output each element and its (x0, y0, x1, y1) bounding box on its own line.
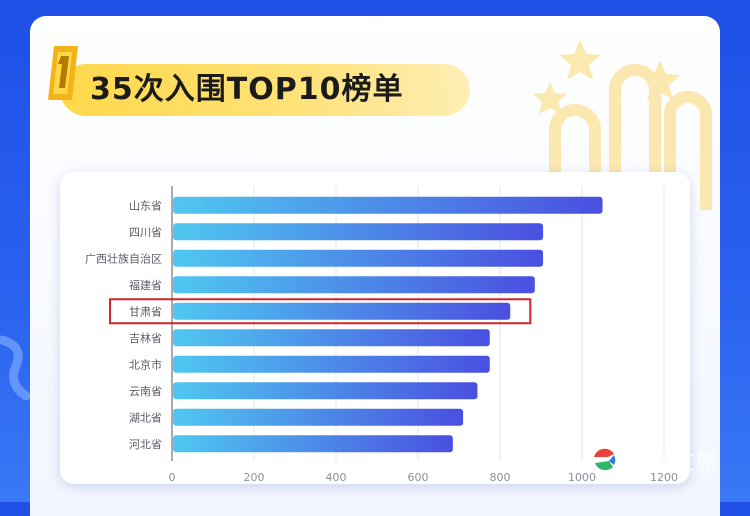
bar (173, 435, 453, 453)
watermark: 甘肃文旅 (590, 443, 718, 477)
category-label: 四川省 (129, 226, 162, 239)
category-label: 山东省 (129, 199, 162, 212)
x-tick-label: 1200 (650, 471, 678, 484)
bar (173, 196, 603, 214)
highlight-box (109, 298, 532, 325)
x-tick-label: 1000 (568, 471, 596, 484)
category-label: 云南省 (129, 385, 162, 398)
chart-panel: 山东省四川省广西壮族自治区福建省甘肃省吉林省北京市云南省湖北省河北省 0 200 4… (60, 172, 690, 484)
bar (173, 249, 544, 267)
page-title: 35次入围TOP10榜单 (90, 72, 404, 107)
watermark-logo-icon (592, 447, 618, 473)
swirl-decoration-icon (0, 335, 30, 400)
bar (173, 408, 464, 426)
bar (173, 223, 544, 241)
category-label: 甘肃省 (129, 305, 162, 318)
bar (173, 329, 490, 347)
category-label: 河北省 (129, 438, 162, 451)
rank-one-badge-icon (48, 46, 78, 100)
bar (173, 382, 478, 400)
category-label: 福建省 (129, 278, 162, 292)
x-tick-label: 800 (490, 471, 511, 484)
bar (173, 276, 535, 294)
category-label: 湖北省 (129, 411, 162, 424)
category-label: 北京市 (129, 357, 162, 371)
x-tick-label: 200 (244, 471, 265, 484)
trophy-decoration-icon (533, 40, 712, 210)
title-banner (60, 64, 470, 116)
bar (173, 355, 490, 373)
x-tick-label: 400 (326, 471, 347, 484)
category-label: 广西壮族自治区 (85, 251, 162, 265)
watermark-text: 甘肃文旅 (626, 450, 719, 475)
category-label: 吉林省 (129, 331, 162, 345)
x-tick-label: 600 (408, 471, 429, 484)
x-tick-label: 0 (169, 471, 176, 484)
bar (173, 302, 511, 320)
